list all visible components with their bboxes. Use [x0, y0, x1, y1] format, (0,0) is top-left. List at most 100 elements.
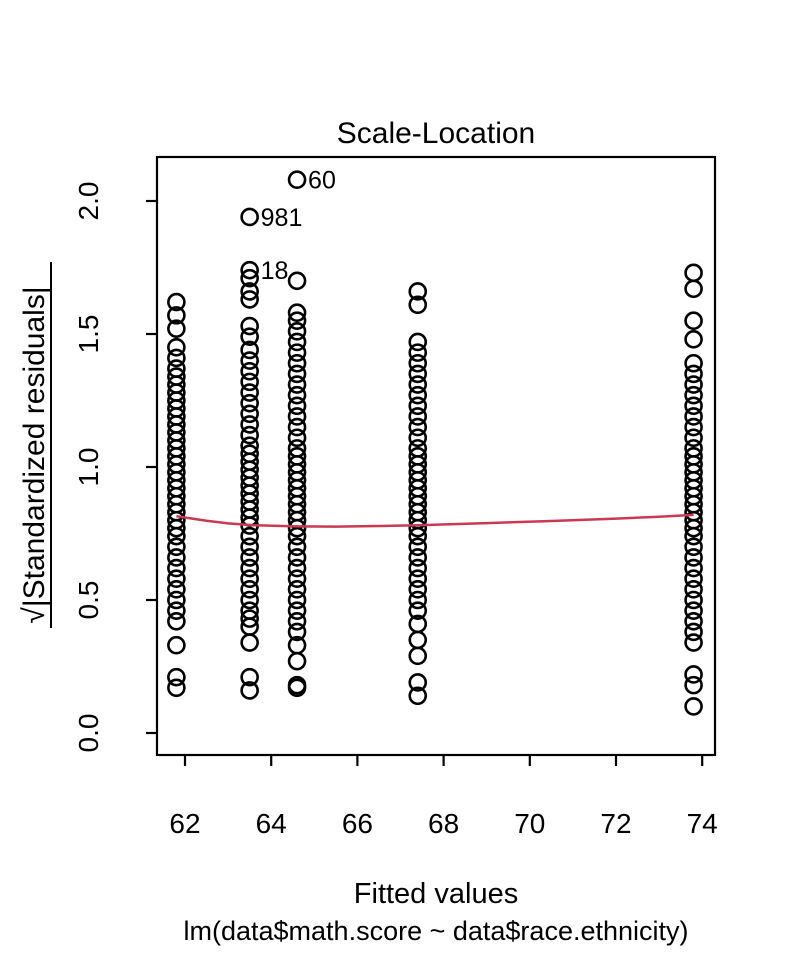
data-point — [408, 343, 428, 362]
data-point — [240, 569, 259, 589]
data-point — [684, 353, 703, 373]
y-tick-label: 1.5 — [73, 315, 104, 354]
data-point — [287, 385, 307, 405]
data-point — [684, 364, 703, 384]
data-point — [287, 364, 307, 384]
data-point — [684, 590, 703, 610]
data-point — [408, 569, 428, 589]
data-point — [240, 609, 259, 628]
data-point — [287, 303, 307, 323]
data-point — [408, 548, 428, 567]
data-point — [408, 630, 428, 650]
data-point — [240, 282, 259, 301]
data-point — [287, 311, 307, 331]
data-point — [240, 361, 259, 381]
x-axis-label: Fitted values — [354, 878, 518, 910]
data-point — [684, 601, 703, 620]
data-point — [408, 396, 428, 416]
data-point — [684, 633, 703, 652]
data-point — [684, 580, 703, 599]
data-point — [167, 526, 186, 546]
data-point — [684, 263, 703, 283]
data-point — [684, 518, 703, 538]
data-point — [684, 375, 703, 394]
data-point — [287, 343, 307, 362]
data-point — [240, 548, 259, 567]
data-point — [167, 569, 186, 589]
data-point — [408, 526, 428, 546]
data-point — [684, 428, 703, 448]
data-point — [240, 425, 259, 445]
y-tick-label: 1.0 — [73, 448, 104, 487]
data-point — [408, 646, 428, 666]
data-points — [167, 263, 703, 716]
data-point — [408, 364, 428, 384]
data-point — [240, 590, 259, 610]
data-point — [408, 385, 428, 405]
data-point — [408, 518, 428, 538]
data-point — [167, 667, 186, 687]
data-point — [287, 580, 307, 599]
x-tick-label: 62 — [169, 808, 200, 839]
sqrt-symbol: √ — [18, 607, 51, 624]
data-point — [684, 675, 703, 695]
y-tick-label: 0.0 — [73, 714, 104, 753]
labeled-data-point — [240, 207, 259, 227]
data-point — [287, 611, 307, 631]
data-point — [167, 337, 186, 357]
data-point — [240, 580, 259, 599]
data-point — [287, 396, 307, 416]
data-point — [408, 537, 428, 557]
data-point — [408, 580, 428, 599]
y-axis-label: √|Standardized residuals| — [18, 262, 52, 628]
data-point — [287, 417, 307, 437]
data-point — [167, 518, 186, 538]
data-point — [408, 353, 428, 373]
data-point — [287, 322, 307, 341]
data-point — [684, 569, 703, 589]
data-point — [240, 351, 259, 370]
data-point — [240, 633, 259, 652]
x-tick-label: 66 — [342, 808, 373, 839]
data-point — [287, 271, 307, 291]
data-point — [240, 393, 259, 413]
x-tick-label: 70 — [514, 808, 545, 839]
model-call-label: lm(data$math.score ~ data$race.ethnicity… — [184, 916, 689, 946]
data-point — [684, 279, 703, 299]
data-point — [240, 383, 259, 402]
data-point — [408, 428, 428, 448]
data-point — [167, 558, 186, 578]
data-point — [240, 681, 259, 700]
x-tick-label: 72 — [600, 808, 631, 839]
data-point — [287, 332, 307, 352]
outlier-point-label: 981 — [261, 204, 303, 232]
data-point — [408, 407, 428, 426]
data-point — [684, 548, 703, 567]
labeled-data-point — [240, 260, 259, 280]
data-point — [287, 590, 307, 610]
data-point — [684, 611, 703, 631]
y-axis-ticks: 0.0 0.5 1.0 1.5 2.0 — [73, 182, 157, 753]
data-point — [408, 590, 428, 610]
data-point — [167, 348, 186, 368]
smooth-line — [176, 513, 694, 528]
data-point — [240, 558, 259, 578]
data-point — [240, 268, 259, 288]
y-tick-label: 2.0 — [73, 182, 104, 221]
data-point — [240, 526, 259, 546]
data-point — [684, 417, 703, 437]
data-point — [240, 537, 259, 557]
data-point — [240, 327, 259, 346]
x-axis-ticks: 62 64 66 68 70 72 74 — [169, 755, 718, 839]
plot-area-border — [155, 155, 717, 757]
data-point — [684, 385, 703, 405]
outlier-point-label: 18 — [261, 257, 289, 285]
data-point — [287, 428, 307, 448]
data-point — [287, 651, 307, 671]
data-point — [684, 330, 703, 349]
data-point — [167, 590, 186, 610]
x-tick-label: 64 — [256, 808, 287, 839]
